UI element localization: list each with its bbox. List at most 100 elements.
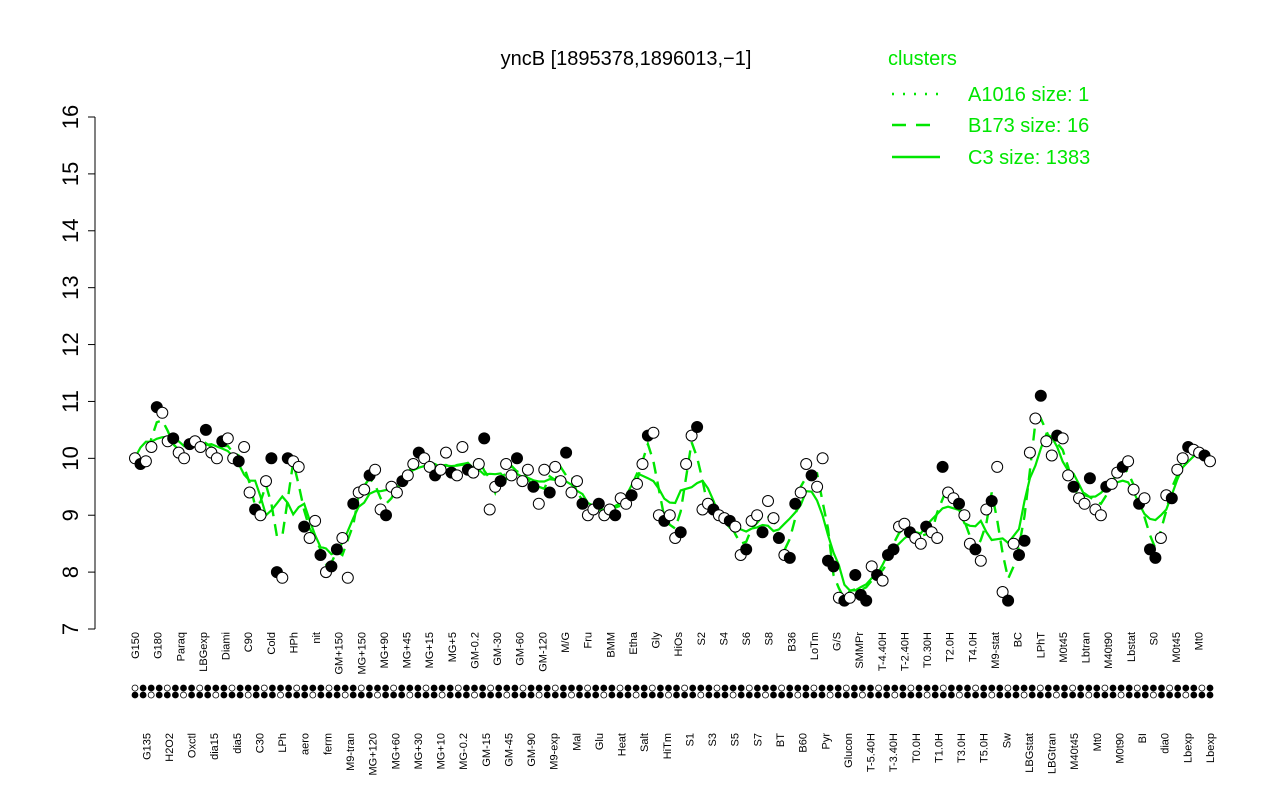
- x-marker-top: [657, 684, 664, 692]
- x-marker-top: [1182, 684, 1190, 692]
- x-marker-top: [697, 684, 705, 692]
- data-point: [931, 532, 944, 544]
- x-marker-top: [446, 684, 454, 692]
- x-marker-top: [147, 684, 155, 692]
- x-marker-bottom: [325, 691, 333, 699]
- x-marker-bottom: [301, 691, 309, 699]
- x-marker-top: [915, 684, 923, 692]
- x-marker-bottom: [131, 691, 139, 699]
- x-marker-bottom: [745, 691, 753, 699]
- x-marker-bottom: [519, 691, 527, 699]
- x-marker-top: [260, 684, 268, 692]
- x-tick-label: H2O2: [164, 733, 176, 762]
- x-tick-label: GM-15: [481, 733, 493, 767]
- x-marker-bottom: [616, 691, 624, 699]
- x-marker-top: [923, 684, 931, 692]
- data-point: [232, 455, 245, 468]
- x-marker-top: [996, 684, 1004, 692]
- data-point: [958, 509, 971, 522]
- x-marker-bottom: [171, 691, 179, 699]
- x-marker-top: [341, 684, 349, 692]
- x-tick-label: T-2.40H: [900, 632, 912, 671]
- y-tick-label: 8: [58, 566, 83, 578]
- x-tick-label: B36: [786, 632, 798, 652]
- x-tick-label: S2: [696, 632, 708, 645]
- data-point: [860, 594, 873, 607]
- data-point: [1105, 477, 1118, 490]
- x-marker-top: [1190, 684, 1198, 692]
- x-marker-top: [648, 684, 656, 692]
- x-marker-top: [212, 684, 220, 692]
- data-point: [434, 463, 447, 476]
- data-point: [1144, 543, 1156, 556]
- x-marker-bottom: [826, 691, 834, 699]
- x-marker-bottom: [778, 691, 785, 699]
- x-marker-bottom: [204, 691, 212, 699]
- x-marker-bottom: [1028, 691, 1036, 699]
- y-tick-label: 12: [58, 332, 83, 356]
- x-marker-top: [430, 684, 438, 692]
- x-tick-label: M9-tran: [345, 733, 357, 771]
- data-point: [1013, 549, 1025, 561]
- y-tick-label: 11: [58, 390, 83, 413]
- x-tick-label: T-3.40H: [888, 733, 900, 772]
- data-point: [560, 446, 573, 459]
- x-tick-label: Paraq: [175, 632, 187, 661]
- x-marker-bottom: [1061, 691, 1068, 699]
- x-tick-label: Heat: [617, 733, 629, 756]
- x-marker-top: [519, 684, 527, 692]
- x-tick-label: Gly: [651, 632, 663, 649]
- x-marker-bottom: [1166, 691, 1173, 699]
- x-marker-bottom: [1093, 691, 1101, 699]
- x-tick-label: Pyr: [820, 733, 832, 750]
- data-point: [178, 452, 191, 465]
- data-point: [1067, 480, 1080, 493]
- data-point: [505, 469, 518, 482]
- x-marker-top: [948, 684, 955, 692]
- x-marker-bottom: [236, 691, 244, 699]
- x-tick-label: Lbexp: [1182, 733, 1194, 763]
- x-marker-bottom: [454, 691, 462, 699]
- data-point: [767, 512, 780, 525]
- x-marker-bottom: [762, 691, 769, 699]
- x-tick-label: BC: [1013, 632, 1025, 647]
- x-tick-label: Sw: [1001, 733, 1013, 748]
- x-marker-bottom: [624, 691, 632, 699]
- x-marker-bottom: [810, 691, 818, 699]
- data-point: [500, 458, 513, 470]
- data-point: [996, 586, 1009, 598]
- x-marker-top: [681, 684, 688, 692]
- x-marker-top: [834, 684, 842, 692]
- x-marker-top: [745, 684, 753, 692]
- x-tick-label: C30: [255, 733, 267, 753]
- x-marker-bottom: [1182, 691, 1190, 699]
- x-tick-label: B60: [798, 733, 810, 753]
- x-marker-bottom: [430, 691, 438, 699]
- x-marker-bottom: [446, 691, 454, 699]
- x-marker-top: [357, 684, 365, 692]
- x-marker-bottom: [1012, 691, 1020, 699]
- x-marker-bottom: [1069, 691, 1076, 699]
- x-marker-bottom: [640, 691, 648, 699]
- data-point: [1165, 492, 1178, 505]
- x-marker-bottom: [867, 691, 874, 699]
- data-point: [423, 460, 436, 473]
- data-point: [843, 591, 856, 604]
- x-marker-top: [988, 684, 996, 692]
- data-point: [494, 475, 507, 488]
- x-marker-top: [867, 684, 874, 692]
- x-tick-label: M9-stat: [990, 632, 1002, 669]
- x-marker-top: [851, 684, 858, 692]
- x-tick-label: Mt0: [1194, 632, 1206, 650]
- x-marker-bottom: [260, 691, 268, 699]
- data-point: [1176, 452, 1189, 465]
- x-marker-bottom: [438, 691, 446, 699]
- x-marker-bottom: [1133, 691, 1141, 699]
- data-point: [292, 460, 305, 473]
- x-tick-label: aero: [300, 733, 312, 755]
- x-marker-bottom: [285, 691, 293, 699]
- x-marker-bottom: [996, 691, 1004, 699]
- x-marker-bottom: [535, 691, 543, 699]
- x-marker-bottom: [1198, 691, 1206, 699]
- x-marker-bottom: [511, 691, 519, 699]
